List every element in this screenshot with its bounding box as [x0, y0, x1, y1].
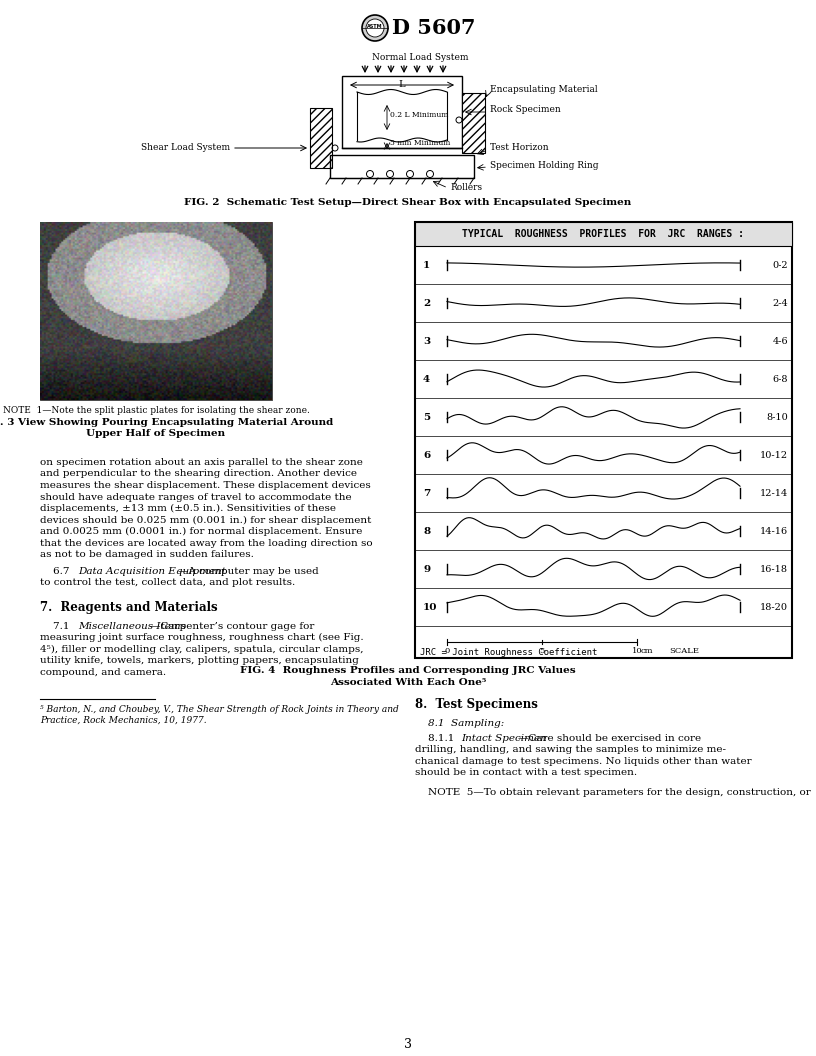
Bar	[310, 108, 332, 168]
Text: L: L	[399, 80, 406, 89]
Text: 10: 10	[423, 603, 437, 611]
Text: on specimen rotation about an axis parallel to the shear zone: on specimen rotation about an axis paral…	[40, 458, 363, 467]
Text: 8: 8	[423, 527, 430, 535]
Text: —Care should be exercised in core: —Care should be exercised in core	[518, 734, 701, 742]
Text: 1: 1	[423, 261, 430, 269]
Text: should be in contact with a test specimen.: should be in contact with a test specime…	[415, 768, 637, 777]
Text: Practice, Rock Mechanics, 10, 1977.: Practice, Rock Mechanics, 10, 1977.	[40, 715, 206, 724]
Text: Shear Load System: Shear Load System	[141, 144, 230, 152]
Text: cm: cm	[641, 647, 654, 655]
Text: 5 mm Minimum: 5 mm Minimum	[390, 139, 450, 147]
Text: 0-2: 0-2	[773, 261, 788, 269]
Text: drilling, handling, and sawing the samples to minimize me-: drilling, handling, and sawing the sampl…	[415, 746, 726, 754]
Text: Rollers: Rollers	[450, 184, 482, 192]
Text: Test Horizon: Test Horizon	[490, 144, 548, 152]
Text: 4-6: 4-6	[773, 337, 788, 345]
Text: Rock Specimen: Rock Specimen	[490, 106, 561, 114]
Text: 10: 10	[632, 647, 642, 655]
Text: 6-8: 6-8	[773, 375, 788, 383]
Text: compound, and camera.: compound, and camera.	[40, 667, 166, 677]
Text: and 0.0025 mm (0.0001 in.) for normal displacement. Ensure: and 0.0025 mm (0.0001 in.) for normal di…	[40, 527, 362, 536]
Text: measures the shear displacement. These displacement devices: measures the shear displacement. These d…	[40, 480, 370, 490]
Text: Intact Specimen: Intact Specimen	[461, 734, 547, 742]
Text: 3: 3	[404, 1038, 412, 1051]
Text: 2: 2	[423, 299, 430, 307]
Text: 2-4: 2-4	[772, 299, 788, 307]
Text: 5: 5	[423, 413, 430, 421]
Text: NOTE  1—Note the split plastic plates for isolating the shear zone.: NOTE 1—Note the split plastic plates for…	[2, 406, 309, 415]
Text: 14-16: 14-16	[760, 527, 788, 535]
Text: 8.  Test Specimens: 8. Test Specimens	[415, 698, 538, 711]
Text: D 5607: D 5607	[392, 18, 476, 38]
Text: utility knife, towels, markers, plotting papers, encapsulating: utility knife, towels, markers, plotting…	[40, 656, 359, 665]
Text: Data Acquisition Equipment: Data Acquisition Equipment	[78, 566, 226, 576]
Text: 0: 0	[445, 647, 450, 655]
Text: 7.1: 7.1	[40, 622, 76, 630]
Text: SCALE: SCALE	[669, 647, 699, 655]
Text: 0.2 L Minimum: 0.2 L Minimum	[390, 111, 448, 119]
Text: Miscellaneous Items: Miscellaneous Items	[78, 622, 186, 630]
Text: 9: 9	[423, 565, 430, 573]
Text: FIG. 2  Schematic Test Setup—Direct Shear Box with Encapsulated Specimen: FIG. 2 Schematic Test Setup—Direct Shear…	[184, 199, 632, 207]
Text: measuring joint surface roughness, roughness chart (see Fig.: measuring joint surface roughness, rough…	[40, 634, 364, 642]
Text: TYPICAL  ROUGHNESS  PROFILES  FOR  JRC  RANGES :: TYPICAL ROUGHNESS PROFILES FOR JRC RANGE…	[463, 229, 744, 239]
Bar	[462, 93, 485, 153]
Text: 8-10: 8-10	[766, 413, 788, 421]
Text: 18-20: 18-20	[760, 603, 788, 611]
Text: 6.7: 6.7	[40, 566, 76, 576]
Text: 7.  Reagents and Materials: 7. Reagents and Materials	[40, 601, 218, 614]
Bar	[40, 222, 272, 400]
Bar	[330, 155, 474, 178]
Text: to control the test, collect data, and plot results.: to control the test, collect data, and p…	[40, 578, 295, 587]
Text: ASTM: ASTM	[367, 23, 383, 29]
Text: Associated With Each One⁵: Associated With Each One⁵	[330, 678, 486, 687]
Text: —Carpenter’s contour gage for: —Carpenter’s contour gage for	[149, 622, 314, 630]
Text: chanical damage to test specimens. No liquids other than water: chanical damage to test specimens. No li…	[415, 757, 752, 766]
Text: 8.1.1: 8.1.1	[415, 734, 461, 742]
Text: should have adequate ranges of travel to accommodate the: should have adequate ranges of travel to…	[40, 492, 352, 502]
Text: Encapsulating Material: Encapsulating Material	[490, 86, 597, 94]
Text: Normal Load System: Normal Load System	[372, 53, 468, 62]
Text: Upper Half of Specimen: Upper Half of Specimen	[86, 429, 225, 438]
Circle shape	[366, 19, 384, 37]
Text: Specimen Holding Ring: Specimen Holding Ring	[490, 161, 598, 170]
Bar	[342, 76, 462, 148]
Text: 10-12: 10-12	[760, 451, 788, 459]
Text: and perpendicular to the shearing direction. Another device: and perpendicular to the shearing direct…	[40, 470, 357, 478]
Text: 16-18: 16-18	[760, 565, 788, 573]
Text: that the devices are located away from the loading direction so: that the devices are located away from t…	[40, 539, 373, 547]
Circle shape	[362, 15, 388, 41]
Text: FIG. 3 View Showing Pouring Encapsulating Material Around: FIG. 3 View Showing Pouring Encapsulatin…	[0, 418, 333, 427]
Text: 3: 3	[423, 337, 430, 345]
Text: devices should be 0.025 mm (0.001 in.) for shear displacement: devices should be 0.025 mm (0.001 in.) f…	[40, 515, 371, 525]
Text: displacements, ±13 mm (±0.5 in.). Sensitivities of these: displacements, ±13 mm (±0.5 in.). Sensit…	[40, 504, 336, 513]
Text: 4⁵), filler or modelling clay, calipers, spatula, circular clamps,: 4⁵), filler or modelling clay, calipers,…	[40, 645, 363, 654]
Text: 12-14: 12-14	[760, 489, 788, 497]
Text: 7: 7	[423, 489, 430, 497]
Text: ⁵ Barton, N., and Choubey, V., The Shear Strength of Rock Joints in Theory and: ⁵ Barton, N., and Choubey, V., The Shear…	[40, 705, 399, 714]
Text: as not to be damaged in sudden failures.: as not to be damaged in sudden failures.	[40, 550, 254, 559]
Text: 8.1  Sampling:: 8.1 Sampling:	[415, 719, 504, 728]
Text: 5: 5	[539, 647, 545, 655]
Text: 4: 4	[423, 375, 430, 383]
Text: FIG. 4  Roughness Profiles and Corresponding JRC Values: FIG. 4 Roughness Profiles and Correspond…	[240, 666, 576, 675]
Text: —A computer may be used: —A computer may be used	[178, 566, 319, 576]
Bar	[415, 222, 792, 658]
Text: JRC = Joint Roughness Coefficient: JRC = Joint Roughness Coefficient	[420, 648, 597, 657]
Text: 6: 6	[423, 451, 430, 459]
Text: NOTE  5—To obtain relevant parameters for the design, construction, or: NOTE 5—To obtain relevant parameters for…	[415, 788, 811, 796]
Bar	[415, 222, 792, 246]
